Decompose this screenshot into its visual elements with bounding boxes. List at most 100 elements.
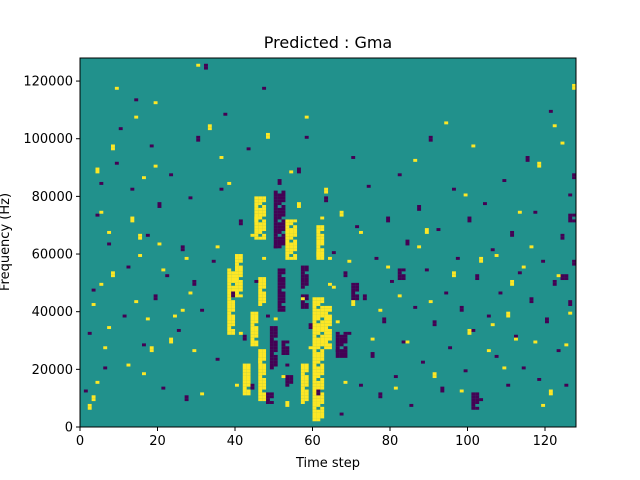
high-value-cell <box>134 300 139 304</box>
high-value-cell <box>242 375 247 379</box>
high-value-cell <box>316 251 321 255</box>
low-value-cell <box>281 271 286 275</box>
low-value-cell <box>95 213 100 217</box>
high-value-cell <box>258 282 263 286</box>
low-value-cell <box>351 294 356 298</box>
high-value-cell <box>320 248 325 252</box>
low-value-cell <box>273 236 278 240</box>
high-value-cell <box>262 354 267 358</box>
high-value-cell <box>320 305 325 309</box>
low-value-cell <box>300 274 305 278</box>
high-value-cell <box>227 326 232 330</box>
low-value-cell <box>424 268 429 272</box>
high-value-cell <box>262 369 267 373</box>
high-value-cell <box>486 349 491 353</box>
low-value-cell <box>277 268 282 272</box>
high-value-cell <box>250 343 255 347</box>
low-value-cell <box>83 389 88 393</box>
low-value-cell <box>343 274 348 278</box>
high-value-cell <box>312 346 317 350</box>
low-value-cell <box>517 271 522 275</box>
high-value-cell <box>207 127 212 131</box>
low-value-cell <box>269 340 274 344</box>
high-value-cell <box>300 372 305 376</box>
high-value-cell <box>370 337 375 341</box>
high-value-cell <box>242 380 247 384</box>
low-value-cell <box>266 398 270 402</box>
high-value-cell <box>258 386 263 390</box>
high-value-cell <box>258 389 263 393</box>
high-value-cell <box>320 297 325 301</box>
high-value-cell <box>320 349 325 353</box>
high-value-cell <box>107 230 112 234</box>
high-value-cell <box>293 225 298 229</box>
high-value-cell <box>254 331 259 335</box>
low-value-cell <box>273 328 278 332</box>
high-value-cell <box>254 228 259 232</box>
high-value-cell <box>238 282 243 286</box>
low-value-cell <box>401 277 406 281</box>
low-value-cell <box>428 138 433 142</box>
high-value-cell <box>254 334 259 338</box>
high-value-cell <box>262 386 267 390</box>
high-value-cell <box>316 317 321 321</box>
high-value-cell <box>262 395 267 399</box>
low-value-cell <box>475 395 480 399</box>
low-value-cell <box>343 337 348 341</box>
high-value-cell <box>316 297 321 301</box>
high-value-cell <box>300 389 305 393</box>
low-value-cell <box>149 144 154 148</box>
high-value-cell <box>138 233 143 237</box>
low-value-cell <box>471 403 476 407</box>
high-value-cell <box>262 349 267 353</box>
low-value-cell <box>568 303 573 306</box>
low-value-cell <box>277 210 282 214</box>
low-value-cell <box>525 158 530 162</box>
high-value-cell <box>328 320 332 324</box>
high-value-cell <box>231 279 236 283</box>
high-value-cell <box>320 406 325 410</box>
y-axis-label: Frequency (Hz) <box>0 193 13 291</box>
high-value-cell <box>316 242 321 246</box>
low-value-cell <box>281 268 286 272</box>
high-value-cell <box>324 343 329 347</box>
high-value-cell <box>312 363 317 367</box>
high-value-cell <box>235 294 239 298</box>
high-value-cell <box>262 380 267 384</box>
low-value-cell <box>285 346 290 350</box>
high-value-cell <box>312 409 317 413</box>
high-value-cell <box>328 314 332 318</box>
high-value-cell <box>297 202 301 206</box>
low-value-cell <box>316 389 321 393</box>
high-value-cell <box>254 236 259 240</box>
high-value-cell <box>91 398 96 402</box>
high-value-cell <box>262 222 267 226</box>
high-value-cell <box>320 401 325 404</box>
low-value-cell <box>223 112 228 116</box>
high-value-cell <box>312 401 317 404</box>
high-value-cell <box>312 331 317 335</box>
low-value-cell <box>281 236 286 240</box>
high-value-cell <box>510 279 515 283</box>
low-value-cell <box>266 314 270 318</box>
high-value-cell <box>262 352 267 355</box>
low-value-cell <box>355 285 360 289</box>
high-value-cell <box>494 254 499 257</box>
low-value-cell <box>153 294 158 298</box>
high-value-cell <box>254 196 259 200</box>
high-value-cell <box>231 305 236 309</box>
high-value-cell <box>328 305 332 309</box>
low-value-cell <box>231 291 236 295</box>
high-value-cell <box>320 320 325 324</box>
high-value-cell <box>312 369 317 373</box>
low-value-cell <box>355 288 360 292</box>
low-value-cell <box>153 297 158 301</box>
high-value-cell <box>238 256 243 260</box>
low-value-cell <box>560 233 565 237</box>
low-value-cell <box>572 262 577 266</box>
high-value-cell <box>227 277 232 281</box>
high-value-cell <box>328 346 332 350</box>
low-value-cell <box>273 199 278 203</box>
low-value-cell <box>192 282 197 286</box>
low-value-cell <box>219 187 224 191</box>
